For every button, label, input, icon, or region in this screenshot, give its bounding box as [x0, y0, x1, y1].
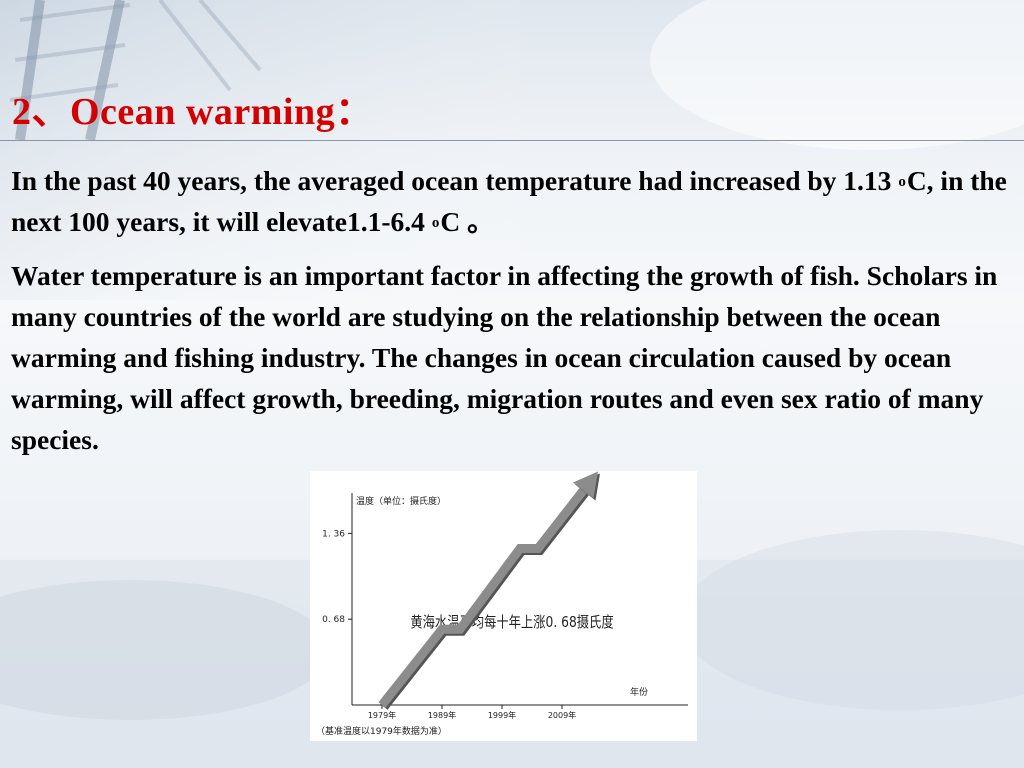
chart-footnote: （基准温度以1979年数据为准）	[316, 725, 447, 737]
degree-sign-1: o	[898, 174, 906, 190]
x-tick-label: 2009年	[548, 710, 576, 720]
x-tick-label: 1999年	[488, 710, 516, 720]
paragraph1-part-a: In the past 40 years, the averaged ocean…	[11, 165, 899, 196]
y-tick-label: 0. 68	[322, 615, 345, 625]
slide-title: 2、Ocean warming：	[12, 91, 374, 133]
paragraph-temperature-rise: In the past 40 years, the averaged ocean…	[11, 160, 1011, 242]
chart-svg: 温度（单位：摄氏度） 年份 黄海水温平均每十年上涨0. 68摄氏度 （基准温度以…	[316, 471, 688, 737]
x-tick-label: 1979年	[368, 710, 396, 720]
x-tick-label: 1989年	[428, 710, 456, 720]
arrow-head	[572, 471, 598, 499]
trend-line	[378, 487, 587, 708]
paragraph1-part-b: C, in the next 100 years, it will elevat…	[11, 165, 1007, 237]
title-divider	[0, 140, 1024, 141]
paragraph1-part-c: C 。	[440, 206, 495, 237]
y-tick-label: 1. 36	[322, 529, 345, 539]
paragraph-fish-impact: Water temperature is an important factor…	[11, 260, 998, 455]
degree-sign-2: o	[431, 215, 440, 231]
y-axis-label: 温度（单位：摄氏度）	[356, 495, 446, 507]
x-axis-label: 年份	[630, 686, 648, 698]
temperature-chart: 温度（单位：摄氏度） 年份 黄海水温平均每十年上涨0. 68摄氏度 （基准温度以…	[310, 471, 697, 741]
